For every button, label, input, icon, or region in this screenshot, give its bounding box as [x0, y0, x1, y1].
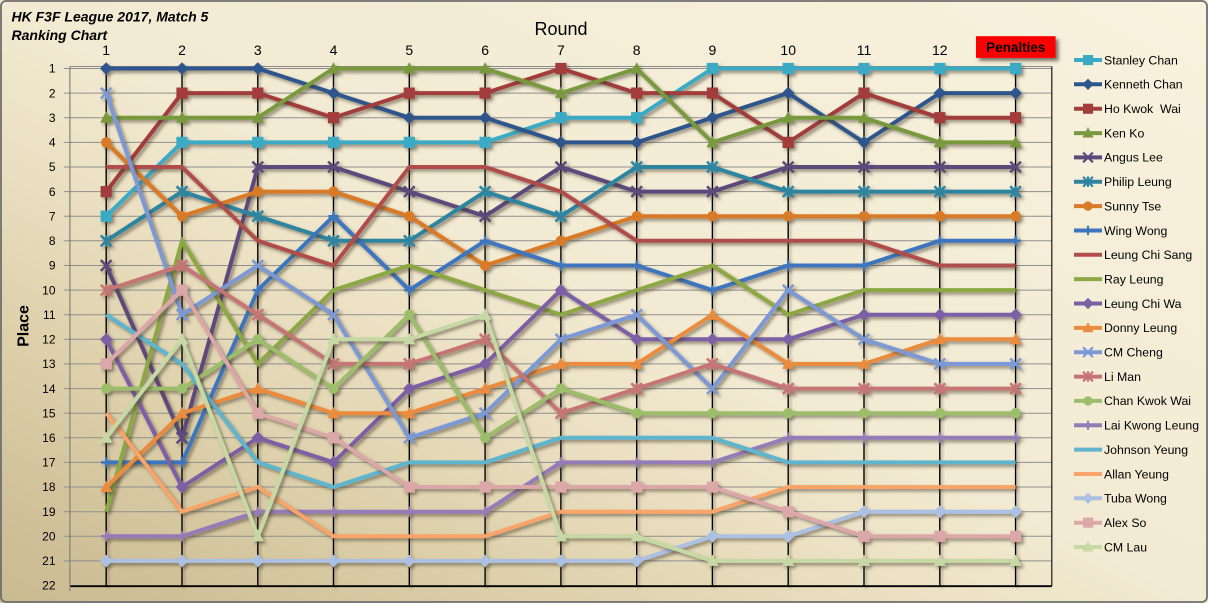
- svg-text:Stanley Chan: Stanley Chan: [1104, 53, 1178, 67]
- svg-text:5: 5: [405, 42, 413, 58]
- svg-text:13: 13: [42, 357, 56, 371]
- svg-text:21: 21: [42, 554, 56, 568]
- svg-text:17: 17: [42, 456, 56, 470]
- svg-text:Leung Chi Sang: Leung Chi Sang: [1104, 248, 1192, 262]
- svg-text:4: 4: [49, 136, 56, 150]
- svg-text:12: 12: [932, 42, 948, 58]
- svg-text:Johnson Yeung: Johnson Yeung: [1104, 443, 1188, 457]
- svg-text:14: 14: [42, 382, 56, 396]
- svg-text:HK F3F League 2017, Match 5: HK F3F League 2017, Match 5: [12, 9, 209, 25]
- svg-text:6: 6: [481, 42, 489, 58]
- svg-text:Round: Round: [534, 19, 587, 39]
- svg-text:Kenneth Chan: Kenneth Chan: [1104, 78, 1183, 92]
- svg-text:9: 9: [49, 259, 56, 273]
- svg-text:19: 19: [42, 505, 56, 519]
- svg-text:Ken Ko: Ken Ko: [1104, 126, 1144, 140]
- svg-text:Ho Kwok Wai: Ho Kwok Wai: [1104, 102, 1181, 116]
- svg-text:15: 15: [42, 406, 56, 420]
- svg-text:5: 5: [49, 160, 56, 174]
- svg-text:2: 2: [49, 86, 56, 100]
- svg-text:2: 2: [178, 42, 186, 58]
- svg-text:Ray Leung: Ray Leung: [1104, 272, 1164, 286]
- svg-text:16: 16: [42, 431, 56, 445]
- svg-text:12: 12: [42, 333, 56, 347]
- svg-text:7: 7: [49, 209, 56, 223]
- svg-text:Chan Kwok Wai: Chan Kwok Wai: [1104, 394, 1191, 408]
- svg-text:Angus Lee: Angus Lee: [1104, 151, 1163, 165]
- svg-text:22: 22: [42, 579, 56, 593]
- svg-text:6: 6: [49, 185, 56, 199]
- svg-text:Alex So: Alex So: [1104, 516, 1147, 530]
- svg-text:10: 10: [42, 283, 56, 297]
- svg-text:CM Lau: CM Lau: [1104, 540, 1147, 554]
- svg-text:18: 18: [42, 480, 56, 494]
- svg-text:8: 8: [49, 234, 56, 248]
- svg-text:20: 20: [42, 530, 56, 544]
- svg-text:Penalties: Penalties: [986, 40, 1045, 55]
- svg-text:7: 7: [557, 42, 565, 58]
- svg-text:Lai Kwong Leung: Lai Kwong Leung: [1104, 419, 1199, 433]
- svg-text:1: 1: [49, 62, 56, 76]
- svg-text:Place: Place: [16, 305, 33, 347]
- svg-text:9: 9: [709, 42, 717, 58]
- svg-text:Sunny Tse: Sunny Tse: [1104, 199, 1161, 213]
- svg-text:11: 11: [857, 42, 872, 58]
- svg-text:10: 10: [780, 42, 796, 58]
- svg-text:11: 11: [43, 308, 56, 322]
- svg-text:Ranking Chart: Ranking Chart: [12, 27, 109, 43]
- svg-text:1: 1: [102, 42, 110, 58]
- svg-text:Li Man: Li Man: [1104, 370, 1141, 384]
- svg-text:3: 3: [254, 42, 262, 58]
- svg-text:Philip Leung: Philip Leung: [1104, 175, 1172, 189]
- svg-text:4: 4: [330, 42, 338, 58]
- svg-text:Tuba Wong: Tuba Wong: [1104, 492, 1167, 506]
- svg-text:Donny Leung: Donny Leung: [1104, 321, 1177, 335]
- svg-text:Allan Yeung: Allan Yeung: [1104, 467, 1169, 481]
- svg-text:Leung Chi Wa: Leung Chi Wa: [1104, 297, 1182, 311]
- svg-text:Wing Wong: Wing Wong: [1104, 224, 1167, 238]
- svg-text:3: 3: [49, 111, 56, 125]
- svg-text:8: 8: [633, 42, 641, 58]
- svg-text:CM Cheng: CM Cheng: [1104, 346, 1163, 360]
